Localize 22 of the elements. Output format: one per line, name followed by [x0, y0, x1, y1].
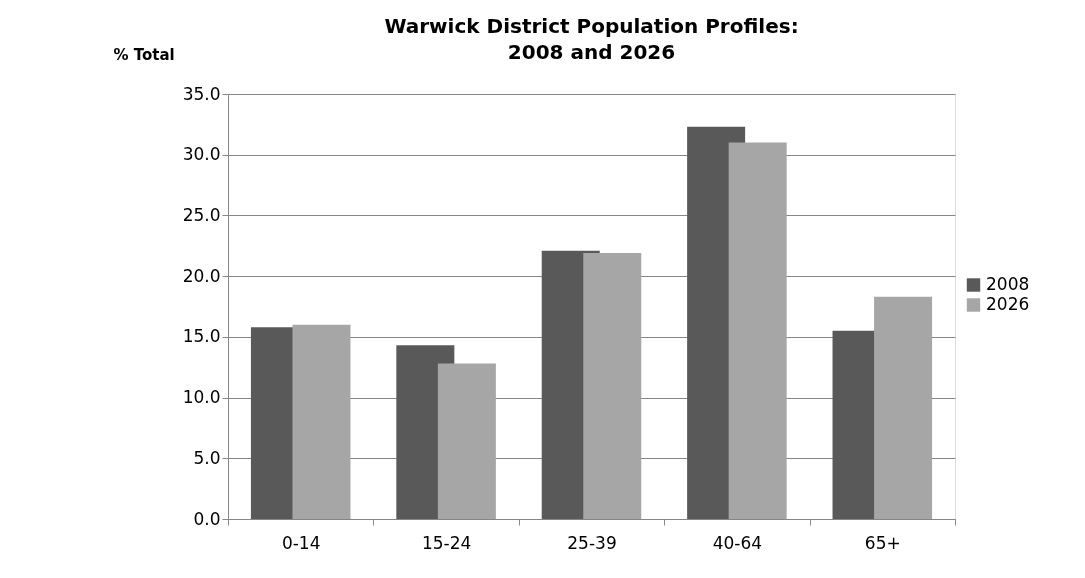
- x-tick-label: 15-24: [421, 532, 472, 553]
- bar: [874, 296, 933, 519]
- chart-title: Warwick District Population Profiles: 2008 and 2026: [384, 14, 799, 64]
- x-tick-label: 25-39: [567, 532, 617, 553]
- y-axis-title: % Total: [113, 45, 175, 64]
- y-tick-label: 35.0: [182, 83, 221, 104]
- x-tick-label: 0-14: [281, 532, 321, 553]
- bar: [583, 253, 642, 519]
- y-tick-label: 5.0: [193, 447, 221, 468]
- bar: [728, 142, 787, 519]
- x-tick-label: 65+: [864, 532, 901, 553]
- y-tick-label: 0.0: [193, 508, 221, 529]
- x-tick-label: 40-64: [712, 532, 763, 553]
- y-tick-label: 25.0: [182, 204, 221, 225]
- y-tick-label: 10.0: [182, 387, 221, 408]
- y-tick-label: 20.0: [182, 265, 221, 286]
- bar: [437, 363, 496, 519]
- legend-label: 2008: [986, 274, 1030, 294]
- legend-label: 2026: [986, 294, 1030, 314]
- y-tick-label: 30.0: [182, 144, 221, 165]
- y-tick-label: 15.0: [182, 326, 221, 347]
- bar: [292, 324, 351, 519]
